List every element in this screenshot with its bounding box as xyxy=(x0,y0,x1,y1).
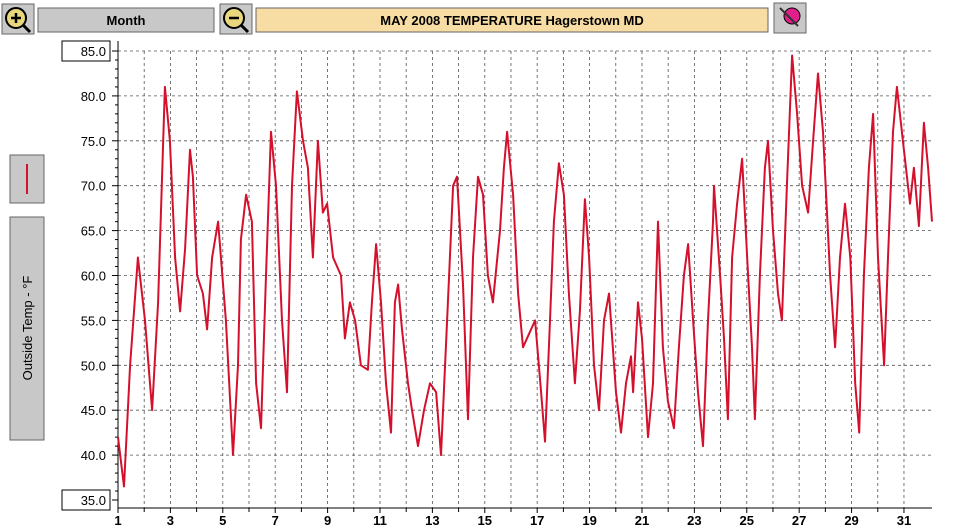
x-tick-label: 19 xyxy=(582,513,596,528)
x-tick-label: 17 xyxy=(530,513,544,528)
y-axis-label: Outside Temp - °F xyxy=(20,276,35,381)
plot: 35.0 40.0 45.0 50.0 55.0 60.0 65.0 70.0 75.0 80.0… xyxy=(61,40,933,528)
x-tick-label: 25 xyxy=(740,513,754,528)
x-tick-label: 11 xyxy=(373,513,387,528)
y-tick-label: 50.0 xyxy=(81,358,106,373)
x-tick-label: 7 xyxy=(272,513,279,528)
x-tick-label: 5 xyxy=(219,513,226,528)
y-tick-label: 55.0 xyxy=(81,313,106,328)
series-button[interactable] xyxy=(9,154,45,204)
y-tick-label: 70.0 xyxy=(81,179,106,194)
x-tick-label: 21 xyxy=(635,513,649,528)
zoom-in-button[interactable] xyxy=(1,3,35,35)
period-label: Month xyxy=(107,13,146,28)
y-tick-label: 35.0 xyxy=(81,493,106,508)
temperature-line xyxy=(117,54,933,488)
y-tick-label: 60.0 xyxy=(81,269,106,284)
x-tick-label: 23 xyxy=(687,513,701,528)
y-tick-label: 65.0 xyxy=(81,224,106,239)
x-tick-label: 9 xyxy=(324,513,331,528)
y-tick-label: 80.0 xyxy=(81,89,106,104)
x-tick-label: 31 xyxy=(897,513,911,528)
y-tick-box xyxy=(61,489,111,511)
y-tick-label: 85.0 xyxy=(81,44,106,59)
x-tick-label: 15 xyxy=(478,513,492,528)
y-tick-label: 45.0 xyxy=(81,403,106,418)
x-tick-label: 13 xyxy=(425,513,439,528)
x-tick-label: 29 xyxy=(844,513,858,528)
y-label-button[interactable] xyxy=(9,216,45,441)
y-tick-label: 75.0 xyxy=(81,134,106,149)
x-tick-label: 1 xyxy=(114,513,121,528)
y-tick-box xyxy=(61,40,111,62)
period-button[interactable] xyxy=(37,7,215,33)
y-tick-label: 40.0 xyxy=(81,448,106,463)
x-tick-label: 3 xyxy=(167,513,174,528)
chart-title: MAY 2008 TEMPERATURE Hagerstown MD xyxy=(380,13,643,28)
title-box xyxy=(255,7,769,33)
x-tick-label: 27 xyxy=(792,513,806,528)
zoom-out-button[interactable] xyxy=(219,3,253,35)
print-button[interactable] xyxy=(773,2,807,34)
